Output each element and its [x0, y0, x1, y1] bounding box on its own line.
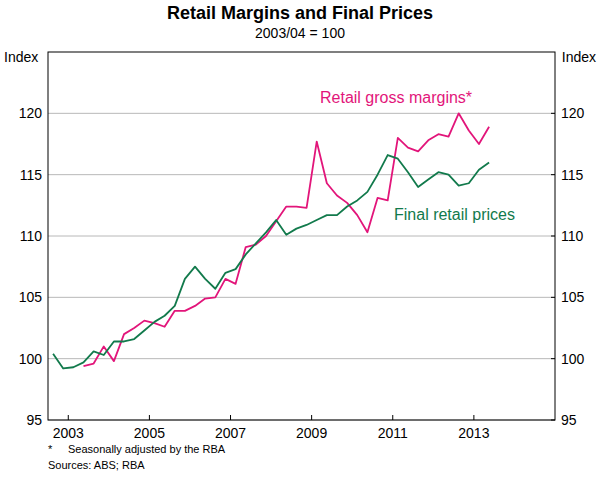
grid-line: [48, 113, 555, 114]
y2-tick-label: 105: [561, 289, 585, 305]
plot-frame: [48, 52, 555, 420]
y2-tick-label: 100: [561, 351, 585, 367]
x-tick-label: 2011: [378, 425, 408, 441]
grid-line: [48, 174, 555, 175]
y2-tick: [551, 174, 555, 175]
series-label: Retail gross margins*: [320, 89, 472, 106]
x-tick: [392, 415, 393, 420]
grid-line: [48, 236, 555, 237]
chart: Retail Margins and Final Prices 2003/04 =…: [0, 0, 600, 478]
x-tick-label: 2005: [134, 425, 165, 441]
subtitle: 2003/04 = 100: [255, 25, 345, 41]
y-axis-label: Index: [4, 49, 38, 65]
x-tick-label: 2013: [458, 425, 489, 441]
series-group: [53, 113, 489, 368]
grid-line: [48, 358, 555, 359]
series-line: [53, 155, 489, 368]
source: Sources: ABS; RBA: [48, 459, 145, 471]
y-tick-label: 115: [20, 167, 43, 183]
background: [0, 0, 600, 478]
x-tick: [311, 415, 312, 420]
x-tick: [473, 415, 474, 420]
x-tick: [68, 415, 69, 420]
y-tick-label: 100: [19, 351, 43, 367]
y-tick-label: 95: [26, 412, 42, 428]
y2-tick-label: 120: [561, 105, 585, 121]
x-tick-label: 2007: [215, 425, 246, 441]
series-line: [83, 113, 489, 366]
grid: [48, 113, 555, 420]
grid-line: [48, 297, 555, 298]
x-tick-label: 2003: [53, 425, 84, 441]
x-tick: [230, 415, 231, 420]
y2-tick-label: 110: [561, 228, 584, 244]
y2-axis-label: Index: [562, 49, 596, 65]
y2-tick: [551, 113, 555, 114]
y2-tick-label: 115: [561, 167, 584, 183]
note-text: Seasonally adjusted by the RBA: [68, 443, 226, 455]
note-marker: *: [48, 443, 53, 455]
series-label: Final retail prices: [394, 206, 515, 223]
title: Retail Margins and Final Prices: [167, 3, 433, 23]
y2-tick-label: 95: [561, 412, 577, 428]
y-tick-label: 110: [20, 228, 43, 244]
y-tick-label: 105: [19, 289, 43, 305]
y-tick-label: 120: [19, 105, 43, 121]
y2-tick: [551, 236, 555, 237]
x-tick: [149, 415, 150, 420]
x-tick-label: 2009: [296, 425, 327, 441]
y2-tick: [551, 358, 555, 359]
y2-tick: [551, 297, 555, 298]
